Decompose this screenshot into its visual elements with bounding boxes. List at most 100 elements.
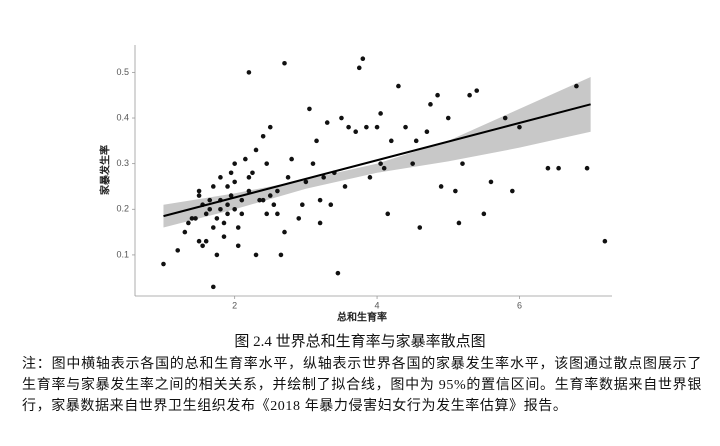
- data-point: [602, 238, 608, 244]
- data-point: [182, 229, 188, 235]
- data-point: [435, 92, 440, 98]
- data-point: [218, 175, 223, 180]
- y-tick-label: 0.3: [116, 158, 129, 168]
- data-point: [381, 165, 387, 171]
- y-tick-label: 0.2: [116, 204, 129, 214]
- data-point: [235, 225, 241, 230]
- data-point: [253, 147, 259, 153]
- data-point: [417, 225, 423, 230]
- data-point: [307, 106, 312, 112]
- data-point: [207, 206, 213, 212]
- data-point: [574, 83, 579, 89]
- y-tick-label: 0.4: [116, 112, 129, 122]
- figure-caption: 图 2.4 世界总和生育率与家暴率散点图: [234, 334, 486, 350]
- data-point: [282, 60, 287, 66]
- data-point: [328, 202, 334, 208]
- data-point: [235, 243, 241, 249]
- data-point: [232, 206, 237, 212]
- data-point: [260, 133, 266, 139]
- data-point: [314, 138, 319, 144]
- data-point: [296, 216, 302, 221]
- data-point: [211, 225, 216, 230]
- data-point: [428, 102, 433, 107]
- data-point: [175, 248, 181, 253]
- data-point: [225, 211, 230, 217]
- data-point: [228, 193, 234, 198]
- data-point: [488, 179, 494, 185]
- data-point: [378, 161, 383, 166]
- data-point: [225, 184, 230, 189]
- data-point: [510, 188, 515, 194]
- data-point: [207, 197, 213, 203]
- data-point: [260, 197, 266, 203]
- data-point: [346, 124, 351, 130]
- data-point: [378, 111, 383, 116]
- data-point: [545, 165, 551, 171]
- data-point: [253, 252, 259, 258]
- data-point: [413, 138, 419, 144]
- data-point: [481, 211, 487, 217]
- confidence-band: [163, 76, 591, 228]
- data-point: [232, 179, 237, 185]
- data-point: [556, 165, 561, 171]
- chart: 总和生育率 家暴发生率 0.1 0.2 0.3 0.4 0.5 2 4 6: [99, 45, 612, 324]
- x-tick-label: 6: [517, 300, 522, 310]
- data-point: [203, 211, 209, 217]
- data-point: [285, 175, 291, 180]
- data-point: [250, 170, 255, 176]
- data-point: [239, 197, 245, 203]
- data-point: [211, 284, 216, 290]
- data-point: [278, 252, 284, 258]
- data-point: [232, 161, 237, 166]
- data-point: [228, 170, 234, 176]
- data-point: [438, 184, 444, 189]
- data-point: [474, 88, 480, 93]
- data-point: [239, 211, 245, 217]
- data-point: [221, 234, 227, 239]
- data-point: [456, 220, 462, 226]
- data-point: [246, 70, 252, 75]
- figure-note: 注：图中横轴表示各国的总和生育率水平，纵轴表示世界各国的家暴发生率水平，该图通过…: [22, 357, 702, 414]
- data-point: [584, 165, 590, 171]
- data-point: [267, 193, 273, 198]
- data-point: [317, 220, 323, 226]
- data-point: [324, 120, 330, 125]
- data-point: [517, 124, 522, 130]
- fit-line: [163, 103, 591, 218]
- data-point: [367, 175, 373, 180]
- data-point: [453, 188, 458, 194]
- data-point: [161, 261, 166, 267]
- data-point: [196, 188, 202, 194]
- data-point: [364, 124, 369, 130]
- data-point: [445, 115, 451, 121]
- data-point: [246, 175, 252, 180]
- data-point: [300, 202, 305, 208]
- x-axis-label: 总和生育率: [337, 311, 387, 324]
- y-axis-label: 家暴发生率: [99, 145, 112, 195]
- data-point: [289, 156, 294, 162]
- data-point: [467, 92, 472, 98]
- y-tick-label: 0.5: [116, 67, 129, 77]
- data-point: [388, 138, 394, 144]
- data-point: [360, 56, 366, 61]
- data-point: [385, 211, 391, 217]
- data-point: [339, 115, 344, 121]
- data-point: [243, 156, 248, 162]
- data-point: [403, 124, 408, 130]
- data-point: [196, 238, 202, 244]
- data-point: [335, 270, 341, 276]
- data-point: [200, 243, 205, 249]
- data-point: [374, 124, 380, 130]
- data-point: [214, 252, 220, 258]
- data-point: [275, 188, 280, 194]
- data-point: [221, 220, 227, 226]
- data-point: [275, 211, 280, 217]
- data-point: [396, 83, 401, 89]
- data-point: [502, 115, 508, 121]
- data-point: [214, 216, 220, 221]
- data-point: [196, 193, 202, 198]
- data-point: [186, 220, 191, 226]
- x-tick-label: 4: [375, 300, 380, 310]
- data-point: [317, 197, 323, 203]
